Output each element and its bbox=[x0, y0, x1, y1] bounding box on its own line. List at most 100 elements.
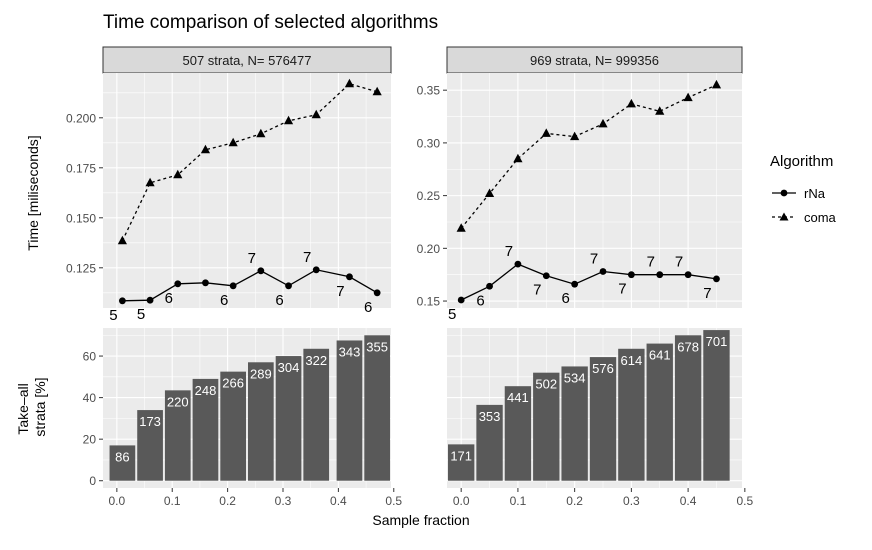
plot-area: 507 strata, N= 5764770.1250.1500.1750.20… bbox=[66, 46, 754, 508]
take-all-bar-label: 355 bbox=[366, 339, 388, 354]
take-all-bar-label: 322 bbox=[305, 353, 327, 368]
data-point-coma bbox=[228, 137, 238, 147]
strata-count-label: 6 bbox=[561, 290, 569, 307]
x-tick-label: 0.0 bbox=[453, 494, 470, 508]
time-y-tick-label: 0.200 bbox=[66, 111, 96, 125]
series-line-rNa bbox=[460, 263, 717, 301]
strata-count-label: 7 bbox=[303, 249, 311, 266]
data-point-rNa bbox=[599, 268, 607, 275]
data-point-coma bbox=[311, 109, 321, 119]
take-all-bar bbox=[504, 386, 532, 481]
x-tick-label: 0.0 bbox=[109, 494, 126, 508]
strata-count-label: 7 bbox=[618, 281, 626, 298]
time-panel-background-1 bbox=[103, 73, 391, 308]
take-all-bar bbox=[336, 340, 363, 481]
time-y-tick-label: 0.35 bbox=[417, 84, 441, 98]
take-all-bar bbox=[703, 330, 730, 481]
take-all-bar bbox=[589, 357, 617, 481]
data-point-rNa bbox=[571, 280, 579, 288]
take-all-bar-label: 173 bbox=[139, 414, 161, 429]
data-point-coma bbox=[626, 98, 636, 108]
strata-count-label: 7 bbox=[647, 254, 655, 271]
take-all-bar bbox=[561, 366, 588, 481]
legend: Algorithm rNa coma bbox=[770, 153, 837, 225]
data-point-coma bbox=[598, 118, 608, 128]
take-all-y-axis-label-line-1: Take–all bbox=[15, 383, 31, 434]
data-point-rNa bbox=[684, 271, 692, 279]
take-all-y-tick-label: 20 bbox=[83, 433, 97, 447]
data-point-rNa bbox=[118, 297, 126, 305]
time-y-tick-label: 0.15 bbox=[417, 295, 441, 309]
take-all-bar bbox=[448, 444, 475, 481]
time-y-tick-label: 0.175 bbox=[66, 161, 96, 175]
data-point-rNa bbox=[713, 275, 720, 283]
x-axis-label: Sample fraction bbox=[372, 512, 469, 528]
strata-count-label: 5 bbox=[109, 307, 117, 324]
legend-title: Algorithm bbox=[770, 153, 833, 170]
data-point-coma bbox=[711, 79, 722, 89]
data-point-rNa bbox=[312, 266, 320, 274]
data-point-coma bbox=[173, 169, 183, 179]
x-tick-label: 0.1 bbox=[164, 494, 181, 508]
take-all-bar-label: 641 bbox=[649, 348, 671, 363]
strata-count-label: 6 bbox=[165, 290, 173, 307]
take-all-bar bbox=[275, 356, 302, 481]
series-line-coma bbox=[460, 84, 717, 229]
take-all-y-axis-label-line-2: strata [%] bbox=[32, 377, 48, 436]
data-point-coma bbox=[456, 223, 466, 232]
take-all-bar-label: 86 bbox=[115, 449, 129, 464]
strata-count-label: 5 bbox=[137, 306, 145, 323]
take-all-bar-label: 576 bbox=[592, 361, 614, 376]
data-point-rNa bbox=[542, 272, 550, 280]
take-all-bar bbox=[248, 362, 274, 481]
data-point-coma bbox=[283, 115, 294, 125]
strata-count-label: 7 bbox=[533, 282, 541, 299]
take-all-bar-label: 678 bbox=[677, 339, 699, 354]
strata-count-label: 6 bbox=[364, 299, 372, 316]
take-all-bar-label: 441 bbox=[507, 390, 529, 405]
take-all-bar-label: 343 bbox=[339, 344, 361, 359]
take-all-y-tick-label: 40 bbox=[83, 391, 97, 405]
data-point-rNa bbox=[486, 282, 493, 290]
data-point-rNa bbox=[656, 271, 664, 279]
data-point-rNa bbox=[514, 260, 522, 268]
facet-strip-1 bbox=[102, 46, 392, 74]
take-all-y-axis-label: Take–all strata [%] bbox=[15, 377, 48, 436]
take-all-bar-label: 534 bbox=[564, 370, 586, 385]
time-y-tick-label: 0.20 bbox=[417, 242, 441, 256]
take-all-panel-1: 0 20 40 60 86 173 220 248 266 289 304 322 343 355 0.0 0… bbox=[83, 328, 402, 508]
time-y-tick-label: 0.125 bbox=[66, 261, 96, 275]
take-all-bar-label: 289 bbox=[250, 366, 272, 381]
data-point-rNa bbox=[457, 296, 465, 304]
data-point-coma bbox=[541, 128, 551, 137]
take-all-bar-label: 701 bbox=[706, 334, 728, 349]
data-point-rNa bbox=[229, 282, 237, 290]
take-all-bar bbox=[646, 343, 673, 481]
take-all-bar bbox=[164, 390, 191, 481]
x-tick-label: 0.3 bbox=[275, 494, 292, 508]
x-tick-label: 0.3 bbox=[623, 494, 640, 508]
data-point-rNa bbox=[373, 289, 381, 297]
strata-count-label: 6 bbox=[220, 292, 228, 309]
data-point-coma bbox=[372, 86, 382, 96]
legend-item-coma: coma bbox=[772, 210, 837, 225]
strata-count-label: 7 bbox=[336, 283, 344, 300]
data-point-coma bbox=[484, 188, 495, 198]
data-point-rNa bbox=[146, 296, 154, 304]
strata-count-label: 5 bbox=[448, 306, 456, 323]
take-all-y-tick-label: 60 bbox=[83, 350, 97, 364]
time-panel-2: 969 strata, N= 999356 0.15 0.20 0.25 0.30 0.3… bbox=[417, 46, 743, 323]
x-tick-label: 0.2 bbox=[219, 494, 236, 508]
data-point-rNa bbox=[346, 273, 353, 281]
time-panel-background-2 bbox=[447, 73, 742, 308]
data-point-coma bbox=[117, 235, 127, 245]
take-all-bar bbox=[476, 404, 503, 481]
x-tick-label: 0.4 bbox=[680, 494, 697, 508]
data-point-coma bbox=[145, 177, 155, 187]
take-all-bar bbox=[533, 372, 560, 481]
strata-count-label: 6 bbox=[275, 292, 283, 309]
legend-key-marker-coma bbox=[779, 212, 789, 221]
x-tick-label: 0.5 bbox=[736, 494, 753, 508]
strata-count-label: 7 bbox=[505, 243, 513, 260]
take-all-bar bbox=[618, 348, 645, 481]
